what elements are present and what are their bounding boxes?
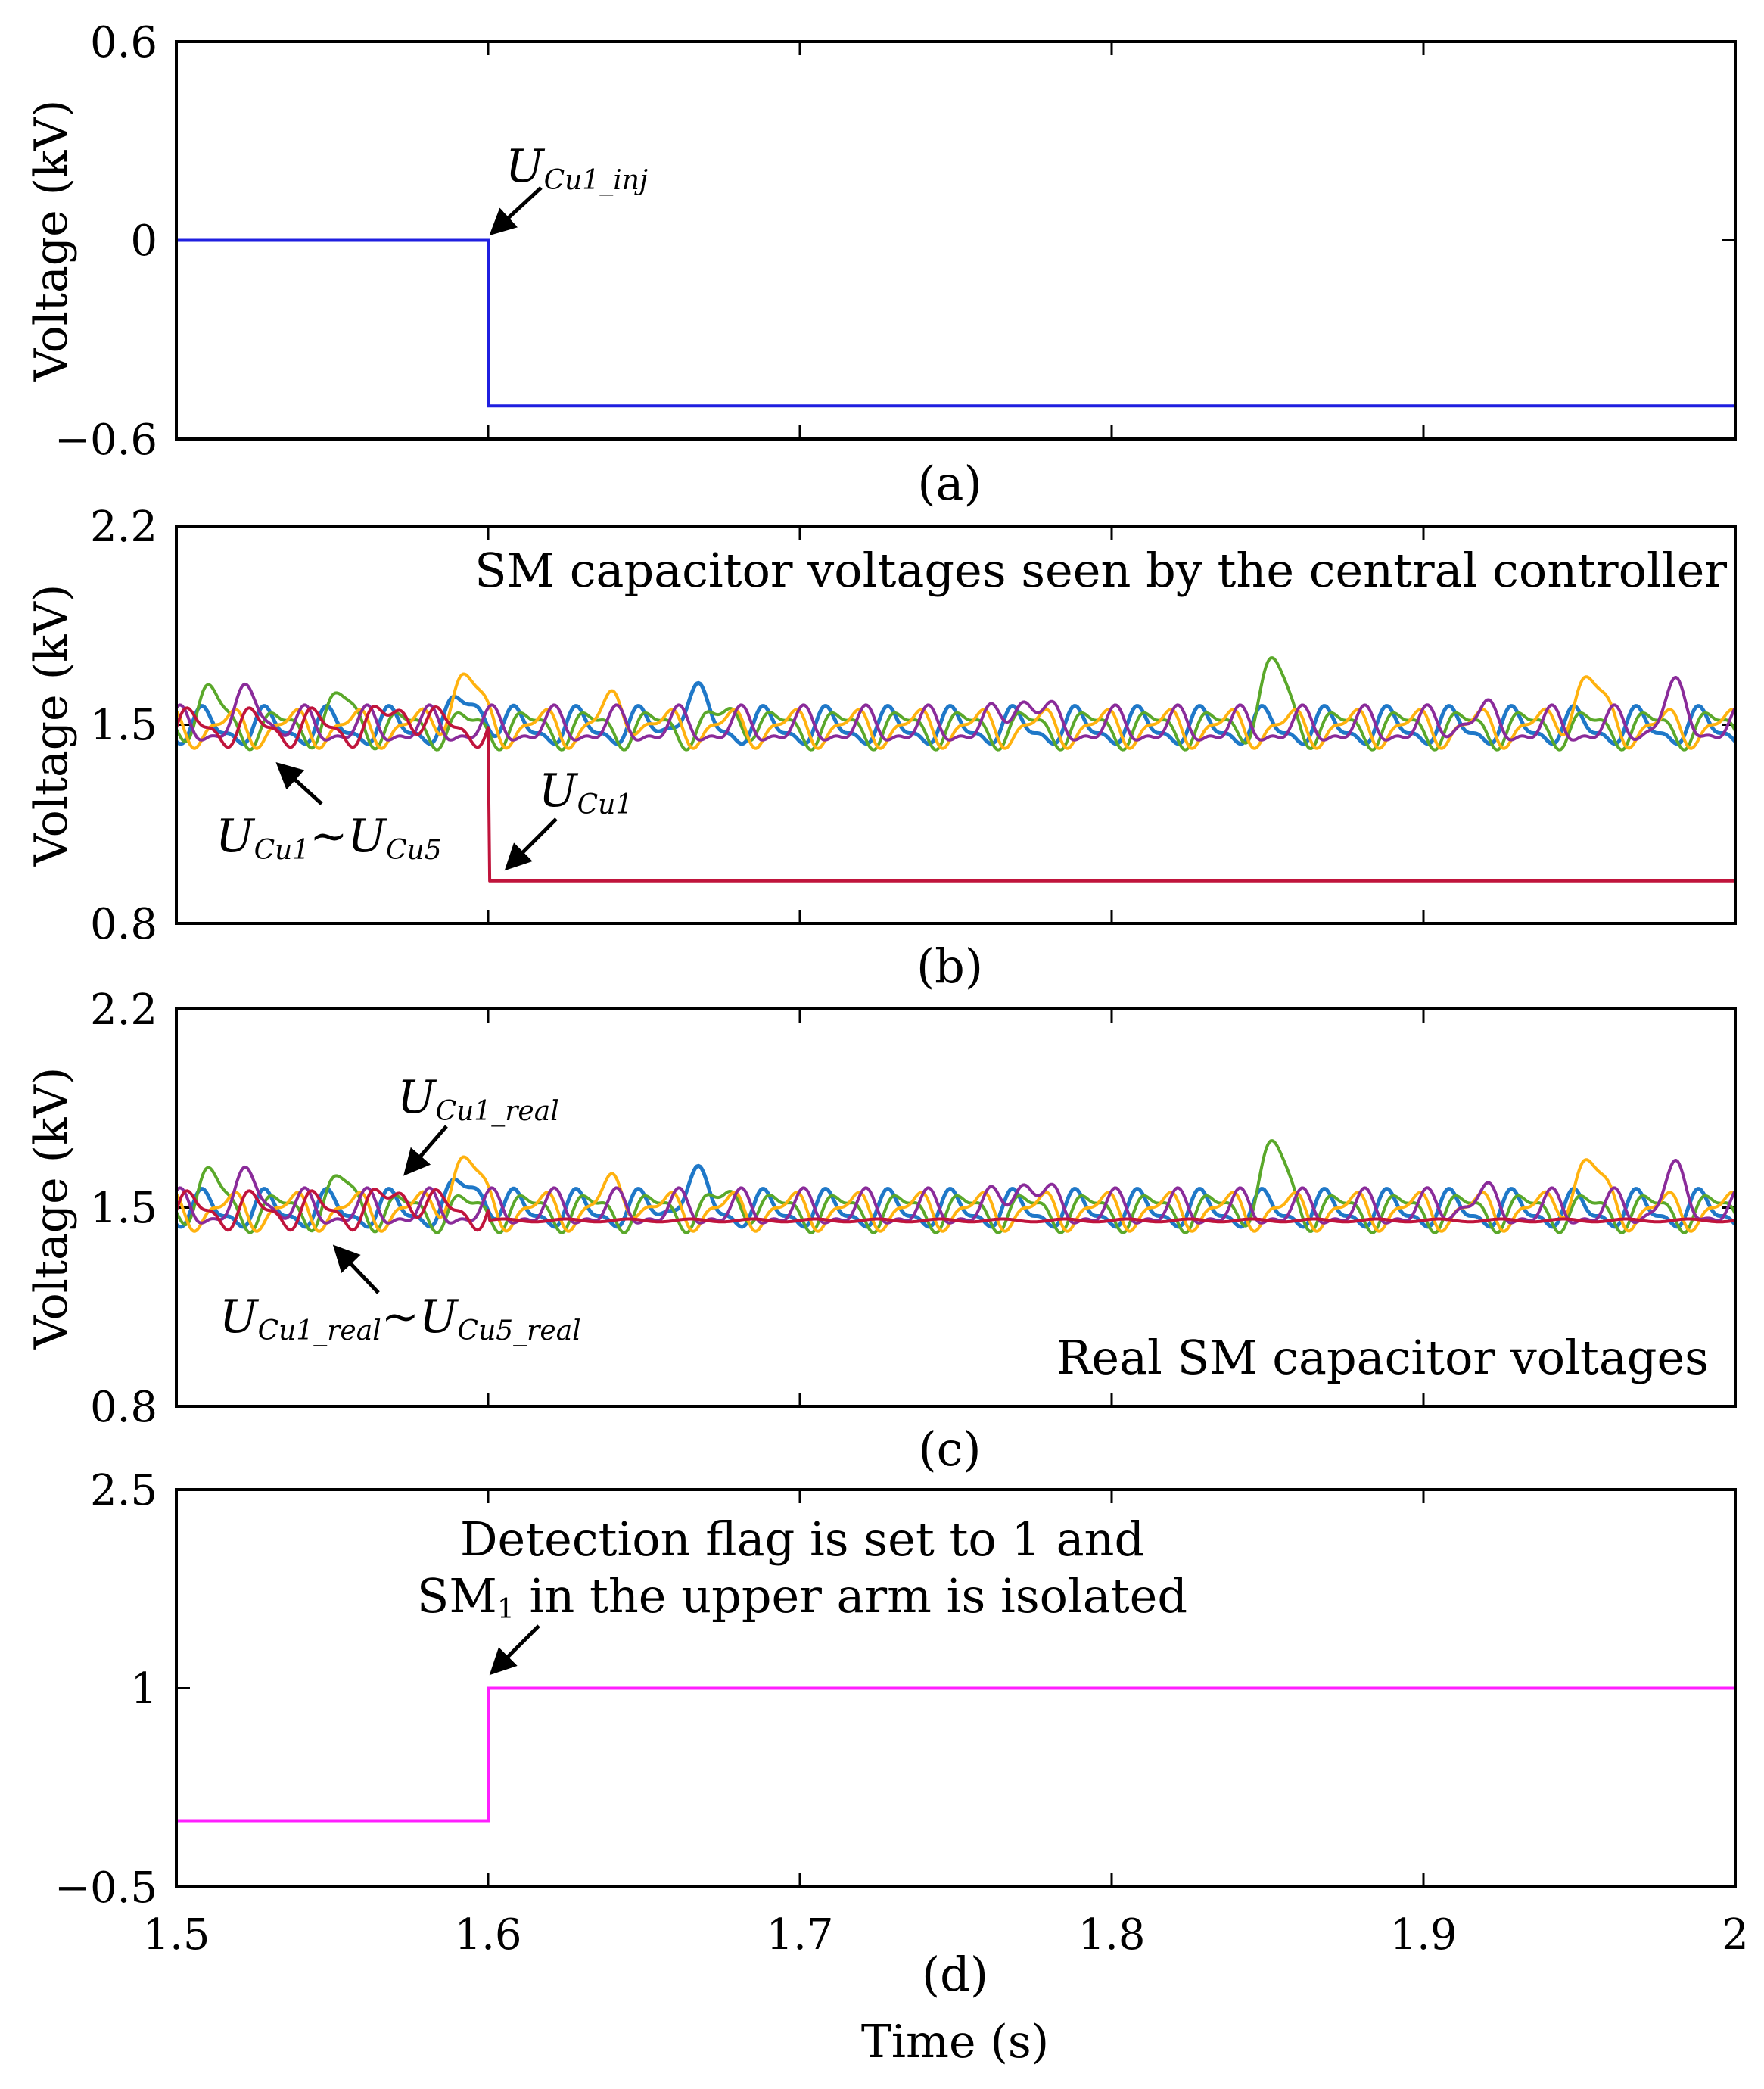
lines-d	[176, 1686, 1735, 1823]
ylabel-a: Voltage (kV)	[25, 100, 78, 383]
anno-a-sub: Cu1_inj	[544, 165, 649, 196]
anno-c2-arrow	[332, 1244, 380, 1294]
caption-d: (d)	[922, 1947, 988, 2002]
series-detection-flag	[176, 1686, 1735, 1823]
panel-a-frame	[175, 40, 1737, 441]
svg-text:UCu1_real: UCu1_real	[397, 1071, 559, 1127]
ytick-c-0: 2.2	[90, 985, 157, 1035]
panel-a: 0.6 0 −0.6 Voltage (kV) (a) UCu1_inj	[25, 18, 1737, 511]
ytick-b-0: 2.2	[90, 503, 157, 552]
caption-a: (a)	[917, 456, 982, 511]
ytick-a-2: −0.6	[54, 416, 157, 465]
panel-b-frame	[175, 525, 1737, 925]
ytick-b-1: 1.5	[90, 701, 157, 750]
anno-c1-u: U	[397, 1071, 437, 1124]
ytick-d-1: 1	[130, 1664, 157, 1714]
anno-b2-u: U	[539, 764, 579, 817]
ytick-a-0: 0.6	[90, 18, 157, 67]
ytick-d-0: 2.5	[90, 1466, 157, 1515]
svg-text:UCu1_inj: UCu1_inj	[506, 140, 648, 196]
anno-d-rest: in the upper arm is isolated	[515, 1568, 1187, 1624]
anno-c2-u2: ~U	[381, 1290, 459, 1343]
ytick-c-2: 0.8	[90, 1383, 157, 1432]
anno-a-u: U	[506, 140, 546, 193]
svg-text:UCu1~UCu5: UCu1~UCu5	[216, 810, 442, 866]
anno-a-arrow	[489, 186, 543, 236]
ylabel-b: Voltage (kV)	[25, 584, 78, 867]
xlabel: Time (s)	[861, 2016, 1049, 2069]
panel-c-frame	[175, 1007, 1737, 1408]
anno-c2-sub: Cu1_real	[258, 1315, 381, 1346]
series-c-u-cu1	[175, 1188, 1736, 1232]
anno-d-line2: SM1 in the upper arm is isolated	[417, 1568, 1187, 1625]
lines-a	[176, 238, 1735, 408]
xtick-0: 1.5	[142, 1910, 210, 1960]
anno-b1-u: U	[216, 810, 256, 863]
ytick-d-2: −0.5	[54, 1863, 157, 1913]
caption-c: (c)	[918, 1421, 981, 1477]
series-u-cu1-inj	[176, 238, 1735, 408]
annotation-u-cu1: UCu1	[504, 764, 633, 871]
ticks-b	[176, 526, 1735, 923]
anno-d-arrow	[489, 1624, 540, 1676]
x-axis: 1.5 1.6 1.7 1.8 1.9 2 (d) Time (s)	[142, 1910, 1748, 2069]
series-b-u-cu1	[175, 705, 1735, 883]
svg-text:UCu1: UCu1	[539, 764, 633, 820]
series-b-u-cu2	[175, 676, 1737, 742]
title-c: Real SM capacitor voltages	[1056, 1330, 1709, 1385]
anno-d-sm: SM	[417, 1568, 497, 1624]
anno-b2-arrow	[504, 817, 558, 871]
anno-d-line1: Detection flag is set to 1 and	[460, 1511, 1144, 1567]
ytick-b-2: 0.8	[90, 900, 157, 949]
panel-c: 2.2 1.5 0.8 Voltage (kV) Real SM capacit…	[25, 985, 1737, 1477]
lines-b	[175, 656, 1737, 883]
anno-d-sub: 1	[497, 1594, 515, 1625]
annotation-u-cu1-cu5: UCu1~UCu5	[216, 761, 442, 866]
panel-d-frame	[175, 1488, 1737, 1888]
annotation-u-cu1-cu5-real: UCu1_real~UCu5_real	[219, 1244, 581, 1346]
xtick-1: 1.6	[454, 1910, 521, 1960]
series-b-u-cu5	[175, 680, 1737, 746]
anno-c1-arrow	[403, 1125, 448, 1176]
panel-b: 2.2 1.5 0.8 Voltage (kV) SM capacitor vo…	[25, 503, 1737, 994]
anno-b1-u2: ~U	[310, 810, 387, 863]
xtick-2: 1.7	[766, 1910, 833, 1960]
xtick-5: 2	[1722, 1910, 1749, 1960]
anno-b2-sub: Cu1	[577, 789, 633, 820]
anno-c1-sub: Cu1_real	[436, 1096, 559, 1127]
panel-d: 2.5 1 −0.5 Detection flag is set to 1 an…	[54, 1466, 1737, 1913]
title-b: SM capacitor voltages seen by the centra…	[474, 543, 1727, 598]
anno-b1-sub2: Cu5	[386, 835, 442, 866]
series-c-u-cu5	[175, 1163, 1737, 1229]
anno-b1-arrow	[275, 761, 323, 805]
anno-c2-u: U	[219, 1290, 260, 1343]
anno-b1-sub: Cu1	[254, 835, 310, 866]
ytick-a-1: 0	[130, 216, 157, 266]
anno-c2-sub2: Cu5_real	[458, 1315, 581, 1346]
svg-text:UCu1_real~UCu5_real: UCu1_real~UCu5_real	[219, 1290, 581, 1346]
ticks-c	[176, 1009, 1735, 1406]
caption-b: (b)	[916, 939, 983, 994]
annotation-u-cu1-real: UCu1_real	[397, 1071, 559, 1176]
lines-c	[175, 1139, 1737, 1234]
xtick-4: 1.9	[1389, 1910, 1457, 1960]
ytick-c-1: 1.5	[90, 1184, 157, 1233]
xtick-3: 1.8	[1078, 1910, 1145, 1960]
ylabel-c: Voltage (kV)	[25, 1067, 78, 1350]
annotation-u-cu1-inj: UCu1_inj	[489, 140, 648, 236]
